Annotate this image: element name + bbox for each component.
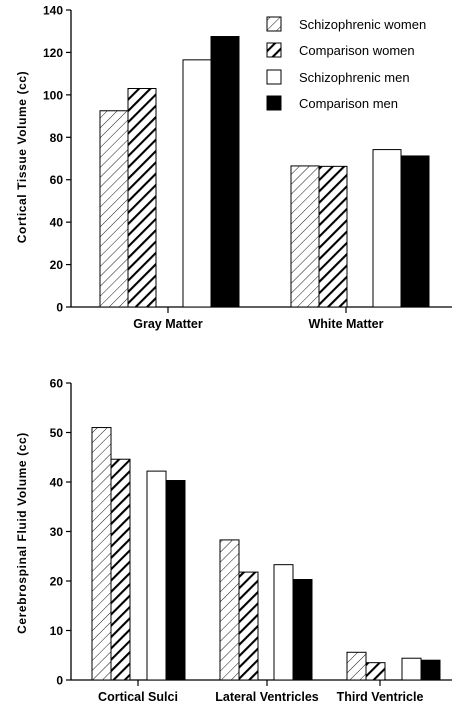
top-y-tick-label: 120 bbox=[43, 46, 63, 60]
bottom-x-tick-label-lateral-ventricles: Lateral Ventricles bbox=[215, 690, 319, 704]
bottom-bar-cortical-sulci-schizophrenic-men bbox=[146, 470, 167, 681]
legend-swatch-comparison-women bbox=[266, 42, 282, 58]
top-y-tick-label: 20 bbox=[50, 258, 64, 272]
top-bar-white-matter-comparison-men bbox=[400, 155, 430, 308]
bottom-axes: 0 10 20 30 40 50 60 Cortical Sulci Lateral Ventr… bbox=[50, 377, 452, 704]
top-bar-white-matter-comparison-women bbox=[318, 165, 348, 308]
bottom-bars bbox=[91, 427, 441, 681]
bottom-bar-cortical-sulci-schizophrenic-women bbox=[91, 427, 112, 681]
top-x-tick-label-gray-matter: Gray Matter bbox=[133, 317, 203, 331]
bottom-bar-lateral-ventricles-comparison-women bbox=[238, 571, 259, 681]
bottom-bar-third-ventricle-schizophrenic-women bbox=[346, 651, 367, 681]
bottom-bar-third-ventricle-schizophrenic-men bbox=[401, 657, 422, 681]
bottom-bar-lateral-ventricles-schizophrenic-men bbox=[273, 564, 294, 681]
top-y-tick-label: 60 bbox=[50, 173, 64, 187]
legend-label-schizophrenic-women: Schizophrenic women bbox=[299, 17, 426, 32]
bottom-y-tick-label: 0 bbox=[56, 674, 63, 688]
top-axes: 0 20 40 60 80 100 120 140 Gray Matter White Matte… bbox=[43, 4, 452, 331]
bottom-bar-lateral-ventricles-schizophrenic-women bbox=[219, 539, 240, 681]
bottom-bar-lateral-ventricles-comparison-men bbox=[292, 579, 313, 681]
bottom-x-tick-label-cortical-sulci: Cortical Sulci bbox=[98, 690, 178, 704]
bottom-y-axis-title: Cerebrospinal Fluid Volume (cc) bbox=[15, 432, 29, 634]
top-bar-gray-matter-schizophrenic-women bbox=[99, 110, 129, 308]
top-bar-gray-matter-comparison-women bbox=[127, 87, 157, 308]
top-y-tick-label: 80 bbox=[50, 131, 64, 145]
bottom-y-tick-label: 30 bbox=[50, 525, 64, 539]
legend-swatch-schizophrenic-men bbox=[266, 69, 282, 85]
top-x-tick-label-white-matter: White Matter bbox=[309, 317, 384, 331]
top-y-tick-label: 100 bbox=[43, 88, 63, 102]
top-bar-gray-matter-schizophrenic-men bbox=[182, 59, 212, 308]
top-bar-gray-matter-comparison-men bbox=[210, 36, 240, 308]
legend-label-comparison-women: Comparison women bbox=[299, 43, 415, 58]
legend-label-comparison-men: Comparison men bbox=[299, 96, 398, 111]
legend-swatch-comparison-men bbox=[266, 95, 282, 111]
legend-label-schizophrenic-men: Schizophrenic men bbox=[299, 70, 410, 85]
legend-swatch-schizophrenic-women bbox=[266, 16, 282, 32]
bottom-bar-third-ventricle-comparison-men bbox=[420, 659, 441, 681]
chart-top: 0 20 40 60 80 100 120 140 Gray Matter White Matte… bbox=[15, 4, 452, 331]
bottom-bar-third-ventricle-comparison-women bbox=[365, 662, 386, 681]
top-y-tick-label: 0 bbox=[56, 301, 63, 315]
top-bars bbox=[99, 36, 430, 308]
top-y-axis-title: Cortical Tissue Volume (cc) bbox=[15, 71, 29, 243]
legend: Schizophrenic women Comparison women Sch… bbox=[266, 16, 426, 111]
bottom-bar-cortical-sulci-comparison-men bbox=[165, 480, 186, 681]
bottom-y-tick-label: 40 bbox=[50, 476, 64, 490]
bottom-bar-cortical-sulci-comparison-women bbox=[110, 458, 131, 681]
top-bar-white-matter-schizophrenic-men bbox=[372, 149, 402, 308]
top-bar-white-matter-schizophrenic-women bbox=[290, 165, 320, 308]
bottom-x-tick-label-third-ventricle: Third Ventricle bbox=[337, 690, 424, 704]
top-y-tick-label: 40 bbox=[50, 216, 64, 230]
chart-bottom: 0 10 20 30 40 50 60 Cortical Sulci Lateral Ventr… bbox=[15, 377, 452, 704]
bottom-y-tick-label: 10 bbox=[50, 624, 64, 638]
bottom-y-tick-label: 50 bbox=[50, 426, 64, 440]
bottom-y-tick-label: 20 bbox=[50, 575, 64, 589]
top-y-tick-label: 140 bbox=[43, 4, 63, 18]
bottom-y-tick-label: 60 bbox=[50, 377, 64, 391]
